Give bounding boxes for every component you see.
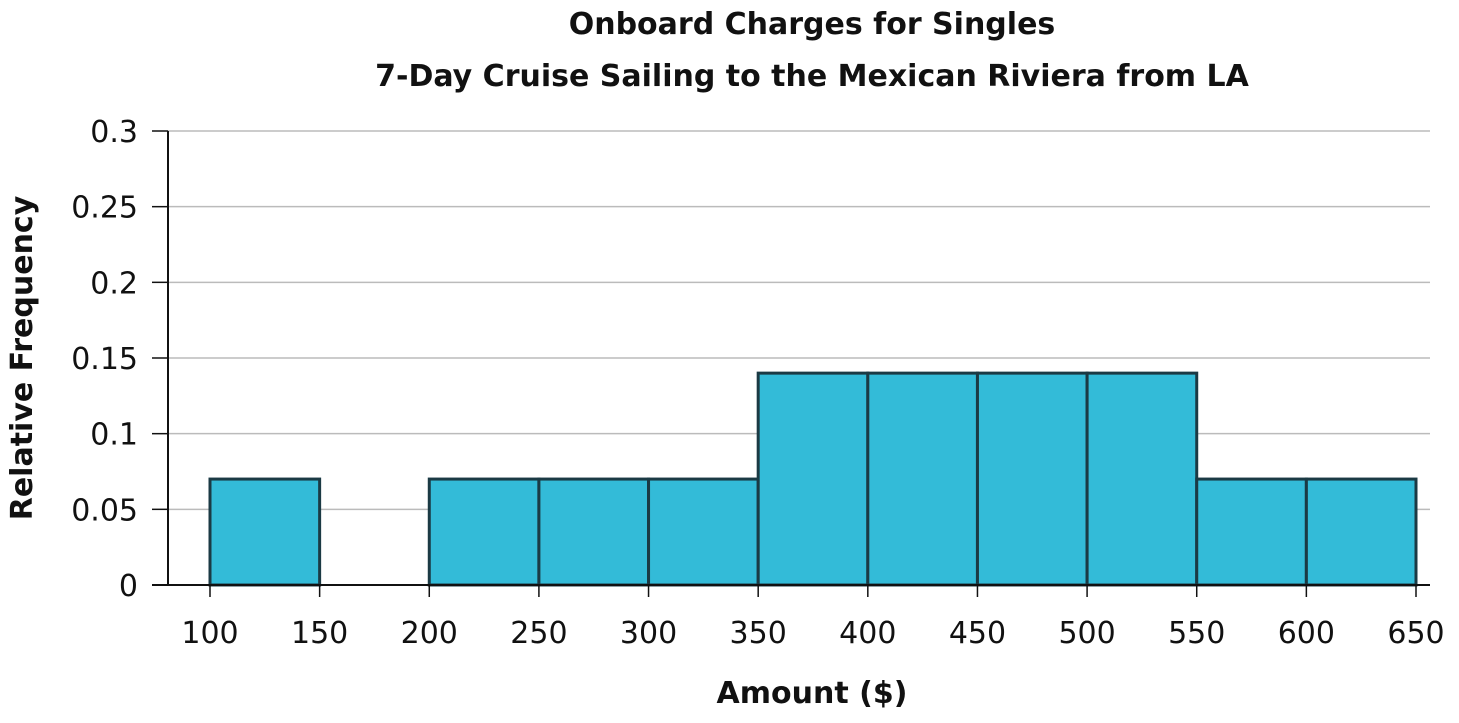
histogram-bar [756,371,870,587]
x-axis-ticks: 100 150 200 250 300 350 400 450 500 550 600 650 [181,585,1445,651]
y-axis-title: Relative Frequency [5,195,40,520]
histogram-bar [647,477,760,587]
histogram-bar [208,477,322,587]
x-tick-label: 250 [510,616,567,651]
x-tick-label: 550 [1168,616,1225,651]
y-tick-label: 0 [119,569,138,604]
chart-title: Onboard Charges for Singles [569,7,1056,42]
x-tick-label: 450 [949,616,1006,651]
histogram-bar [1195,477,1308,587]
x-axis-title: Amount ($) [717,676,908,711]
y-tick-label: 0.2 [90,266,138,301]
y-axis-ticks: 0 0.05 0.1 0.15 0.2 0.25 0.3 [71,115,168,604]
chart-subtitle: 7-Day Cruise Sailing to the Mexican Rivi… [375,59,1250,94]
histogram-bar [1085,371,1199,587]
y-tick-label: 0.1 [90,418,138,453]
x-tick-label: 350 [730,616,787,651]
y-tick-label: 0.25 [71,191,138,226]
x-tick-label: 600 [1278,616,1335,651]
x-tick-label: 100 [181,616,238,651]
x-tick-label: 150 [291,616,348,651]
x-tick-label: 300 [620,616,677,651]
x-tick-label: 500 [1058,616,1115,651]
histogram-bar [975,371,1089,587]
x-tick-label: 400 [839,616,896,651]
histogram-bar [1304,477,1418,587]
histogram-bar [537,477,651,587]
histogram-bar [866,371,979,587]
x-tick-label: 200 [401,616,458,651]
histogram-bars [208,371,1418,587]
x-tick-label: 650 [1387,616,1444,651]
y-tick-label: 0.3 [90,115,138,150]
y-tick-label: 0.15 [71,342,138,377]
histogram-bar [427,477,541,587]
y-tick-label: 0.05 [71,493,138,528]
